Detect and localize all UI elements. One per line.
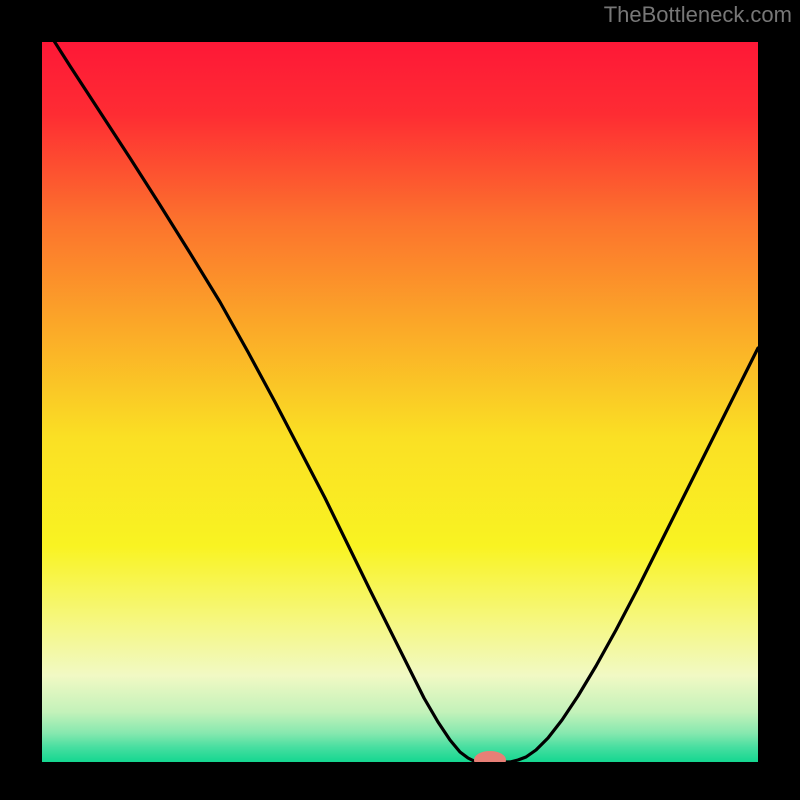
plot-background-gradient bbox=[42, 42, 758, 762]
watermark-text: TheBottleneck.com bbox=[604, 2, 792, 28]
bottleneck-chart bbox=[0, 0, 800, 800]
